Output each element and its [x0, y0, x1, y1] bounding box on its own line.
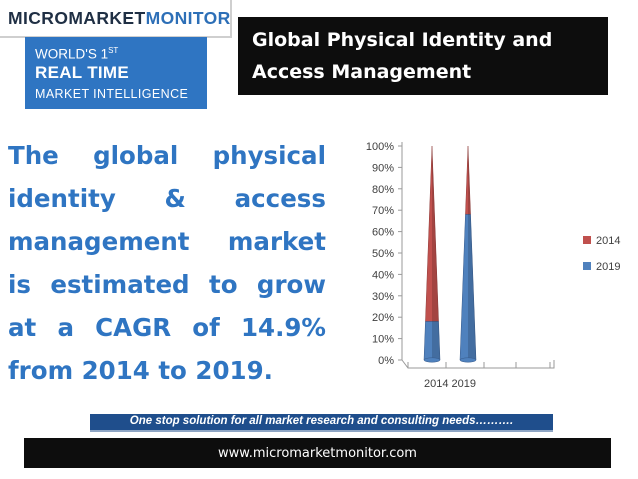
legend-label-2019: 2019 [596, 261, 620, 273]
summary-word: estimated [50, 270, 190, 299]
footer-url[interactable]: www.micromarketmonitor.com [218, 446, 417, 461]
y-tick-label: 20% [372, 312, 394, 324]
y-tick-label: 70% [372, 205, 394, 217]
summary-word: market [227, 227, 326, 256]
y-tick-label: 10% [372, 334, 394, 346]
summary-word: & [164, 184, 186, 213]
y-tick-label: 60% [372, 227, 394, 239]
tagline-badge: WORLD'S 1ST REAL TIME MARKET INTELLIGENC… [25, 37, 207, 109]
y-tick-label: 40% [372, 269, 394, 281]
summary-word: management [8, 227, 190, 256]
footer-bar: www.micromarketmonitor.com [24, 438, 611, 468]
title-line-2: Access Management [252, 61, 472, 83]
logo-wordmark: MICROMARKETMONITOR [8, 8, 231, 29]
y-tick-label: 30% [372, 291, 394, 303]
summary-word: physical [212, 141, 326, 170]
summary-line: from 2014 to 2019. [8, 349, 326, 392]
x-category-label: 2014 2019 [424, 378, 476, 390]
legend-label-2014: 2014 [596, 235, 620, 247]
logo: MICROMARKETMONITOR [0, 0, 232, 38]
banner-text: One stop solution for all market researc… [129, 415, 514, 427]
cone-shade-2019 [468, 214, 476, 360]
summary-word: from 2014 to 2019. [8, 356, 273, 385]
cone-base [423, 357, 441, 363]
summary-word: identity [8, 184, 116, 213]
summary-word: access [234, 184, 326, 213]
summary-word: CAGR [95, 313, 172, 342]
y-tick-label: 0% [378, 355, 394, 367]
summary-word: grow [256, 270, 326, 299]
summary-word: The [8, 141, 59, 170]
summary-line: is estimated to grow [8, 263, 326, 306]
y-tick-label: 50% [372, 248, 394, 260]
summary-text: The global physical identity & access manageme… [8, 134, 326, 392]
summary-line: identity & access [8, 177, 326, 220]
solution-banner: One stop solution for all market researc… [90, 414, 553, 432]
cone-shade-2019 [432, 321, 440, 360]
y-tick-label: 100% [366, 141, 394, 153]
tagline-line3: MARKET INTELLIGENCE [35, 87, 189, 101]
summary-word: a [57, 313, 74, 342]
summary-word: 14.9% [240, 313, 326, 342]
tagline-line2: REAL TIME [35, 63, 130, 82]
summary-word: to [208, 270, 238, 299]
y-tick-label: 90% [372, 162, 394, 174]
tagline-line1: WORLD'S 1ST [35, 46, 119, 62]
summary-line: management market [8, 220, 326, 263]
y-tick-label: 80% [372, 184, 394, 196]
legend-swatch-2019 [583, 262, 591, 270]
summary-word: of [192, 313, 220, 342]
logo-part-monitor: MONITOR [145, 8, 231, 28]
legend-swatch-2014 [583, 236, 591, 244]
summary-word: at [8, 313, 37, 342]
cone-base [459, 357, 477, 363]
market-share-chart: 0% 10% 20% 30% 40% 50% 60% 70% 80% 90% 100% 2014 20… [366, 141, 621, 390]
title-banner: Global Physical Identity and Access Mana… [238, 17, 608, 95]
title-line-1: Global Physical Identity and [252, 29, 553, 51]
summary-line: at a CAGR of 14.9% [8, 306, 326, 349]
summary-line: The global physical [8, 134, 326, 177]
logo-part-micromarket: MICROMARKET [8, 8, 146, 28]
summary-word: is [8, 270, 31, 299]
summary-word: global [93, 141, 179, 170]
